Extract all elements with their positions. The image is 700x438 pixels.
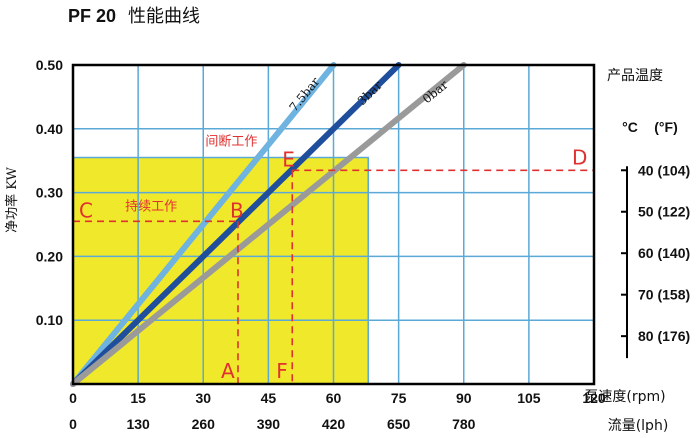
temperature-tick-label: 40 (104) xyxy=(638,162,690,178)
x-tick-label: 120 xyxy=(582,390,606,406)
y-tick-label: 0.50 xyxy=(36,57,63,73)
series-line xyxy=(70,62,402,387)
x2-axis-label: 流量(lph) xyxy=(608,418,669,434)
x2-tick-label: 780 xyxy=(452,416,476,432)
temperature-tick-label: 50 (122) xyxy=(638,204,690,220)
y-axis-label: 净功率 KW xyxy=(4,166,20,232)
temperature-header-f: (°F) xyxy=(654,119,677,135)
y-tick-label: 0.40 xyxy=(36,121,63,137)
temperature-scale-title: 产品温度 xyxy=(607,68,663,84)
plot-frame xyxy=(71,63,596,386)
chart-title-suffix: 性能曲线 xyxy=(128,6,200,27)
point-label-d: D xyxy=(572,145,587,169)
x-tick-label: 15 xyxy=(130,390,146,406)
point-label-e: E xyxy=(282,147,295,171)
temperature-header-c: °C xyxy=(622,119,638,135)
x2-tick-label: 260 xyxy=(192,416,216,432)
x-tick-label: 105 xyxy=(517,390,541,406)
x-tick-label: 0 xyxy=(69,390,77,406)
x-axis-label: 泵速度(rpm) xyxy=(584,389,665,405)
chart-title-model: PF 20 xyxy=(68,6,116,26)
x2-tick-label: 650 xyxy=(387,416,411,432)
intermittent-operation-label: 间断工作 xyxy=(205,135,257,150)
point-label-f: F xyxy=(276,359,288,383)
plot-area: 7.5bar 3bar 0barABCDEF持续工作间断工作0.100.200.30… xyxy=(36,57,690,432)
x2-tick-label: 130 xyxy=(126,416,150,432)
temperature-tick-label: 80 (176) xyxy=(638,328,690,344)
x-tick-label: 60 xyxy=(326,390,342,406)
x-tick-label: 30 xyxy=(195,390,211,406)
continuous-operation-label: 持续工作 xyxy=(125,199,177,214)
point-label-b: B xyxy=(230,198,244,222)
y-tick-label: 0.10 xyxy=(36,312,63,328)
x-tick-label: 75 xyxy=(391,390,407,406)
y-tick-label: 0.30 xyxy=(36,185,63,201)
x2-tick-label: 420 xyxy=(322,416,346,432)
temperature-tick-label: 70 (158) xyxy=(638,287,690,303)
point-label-c: C xyxy=(79,198,93,222)
series-line xyxy=(70,62,337,387)
x-tick-label: 90 xyxy=(456,390,472,406)
temperature-tick-label: 60 (140) xyxy=(638,245,690,261)
point-label-a: A xyxy=(221,359,235,383)
x2-tick-label: 0 xyxy=(69,416,77,432)
x-tick-label: 45 xyxy=(261,390,277,406)
series-line xyxy=(70,62,467,387)
x2-tick-label: 390 xyxy=(257,416,281,432)
y-tick-label: 0.20 xyxy=(36,248,63,264)
